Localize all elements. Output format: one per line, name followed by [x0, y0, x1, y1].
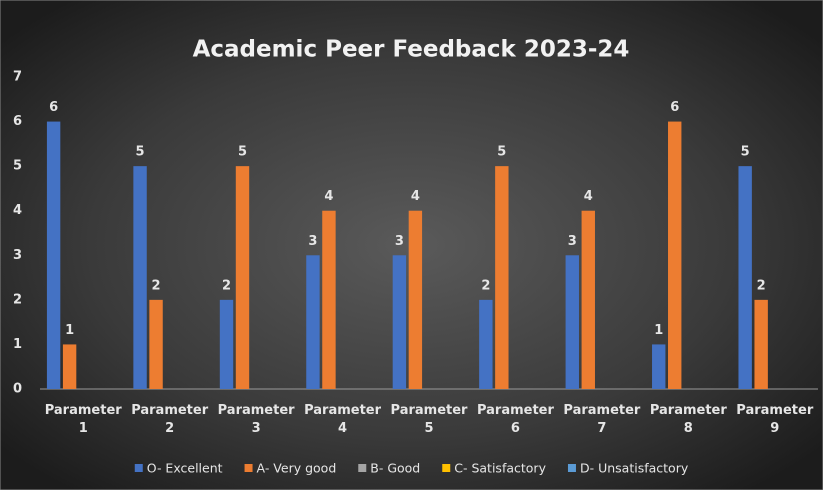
x-tick-label: Parameter 1: [45, 403, 123, 436]
legend-swatch: [358, 464, 367, 472]
y-tick-label: 7: [13, 70, 22, 85]
legend-label: A- Very good: [257, 461, 337, 476]
bar: [668, 121, 682, 390]
data-label: 3: [568, 234, 577, 249]
data-label: 5: [238, 145, 247, 160]
bar: [133, 166, 147, 389]
bar: [652, 344, 666, 389]
data-label: 3: [395, 234, 404, 249]
data-label: 4: [584, 189, 593, 204]
data-label: 2: [757, 278, 766, 293]
y-tick-label: 3: [13, 248, 22, 263]
y-tick-label: 4: [13, 203, 22, 218]
bar: [392, 255, 407, 389]
data-label: 4: [324, 189, 333, 204]
legend-label: D- Unsatisfactory: [580, 461, 689, 476]
data-label: 6: [49, 100, 58, 115]
bar: [235, 166, 250, 389]
data-label: 3: [308, 234, 317, 249]
data-label: 2: [152, 278, 161, 293]
y-tick-label: 1: [13, 337, 22, 352]
bar: [46, 121, 61, 390]
y-tick-label: 0: [13, 382, 22, 397]
data-label: 1: [654, 323, 663, 338]
data-label: 1: [65, 323, 74, 338]
legend-label: O- Excellent: [147, 461, 223, 476]
bar: [306, 255, 320, 389]
legend-label: B- Good: [370, 461, 420, 476]
data-label: 2: [222, 278, 231, 293]
legend-swatch: [567, 464, 576, 472]
y-tick-label: 6: [13, 114, 22, 129]
bar: [62, 344, 77, 389]
data-label: 5: [497, 145, 506, 160]
data-label: 4: [411, 189, 420, 204]
bar: [495, 166, 509, 389]
legend-label: C- Satisfactory: [454, 461, 546, 476]
legend-swatch: [244, 464, 253, 472]
chart-title: Academic Peer Feedback 2023-24: [193, 37, 630, 63]
data-label: 6: [670, 100, 679, 115]
bar: [565, 255, 579, 389]
x-tick-label: Parameter 6: [477, 403, 555, 436]
legend-swatch: [442, 464, 451, 472]
bar: [479, 299, 493, 389]
bar: [149, 299, 163, 389]
x-tick-label: Parameter 3: [218, 403, 296, 436]
data-label: 5: [136, 145, 145, 160]
bar: [754, 299, 768, 389]
legend-swatch: [134, 464, 143, 472]
x-tick-label: Parameter 8: [650, 403, 728, 436]
x-tick-label: Parameter 9: [736, 403, 814, 436]
x-tick-label: Parameter 2: [131, 403, 209, 436]
y-tick-label: 5: [13, 159, 22, 174]
bar: [219, 299, 234, 389]
x-tick-label: Parameter 4: [304, 403, 382, 436]
bar: [581, 210, 595, 389]
data-label: 2: [481, 278, 490, 293]
x-tick-label: Parameter 7: [563, 403, 641, 436]
bar: [408, 210, 423, 389]
bar: [738, 166, 752, 389]
y-tick-label: 2: [13, 292, 22, 307]
x-tick-label: Parameter 5: [391, 403, 469, 436]
bar: [322, 210, 336, 389]
data-label: 5: [741, 145, 750, 160]
